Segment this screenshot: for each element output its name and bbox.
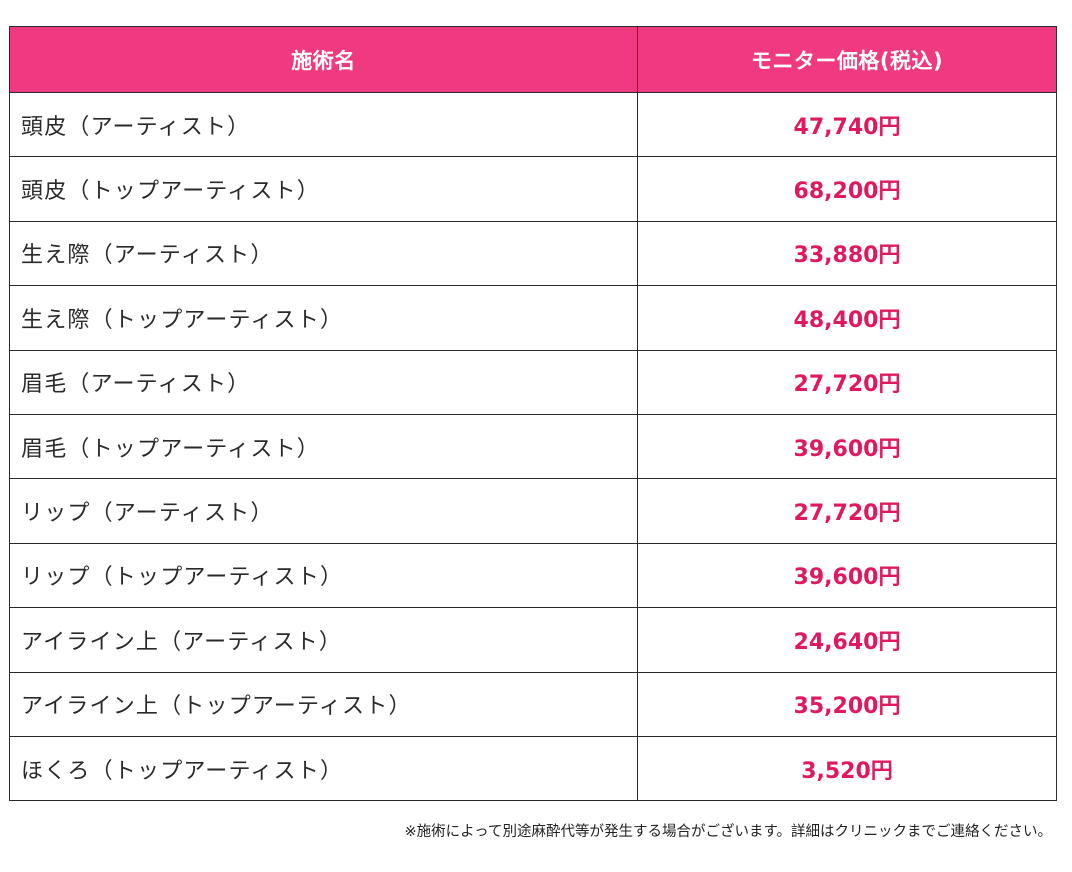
treatment-name: 眉毛（トップアーティスト） [9, 413, 638, 480]
treatment-name: リップ（アーティスト） [9, 478, 638, 544]
treatment-price: 39,600円 [637, 542, 1057, 609]
table-row: 生え際（トップアーティスト） 48,400円 [9, 285, 1057, 351]
treatment-price: 48,400円 [637, 285, 1057, 351]
table-row: 眉毛（トップアーティスト） 39,600円 [9, 413, 1057, 480]
table-row: アイライン上（アーティスト） 24,640円 [9, 607, 1057, 673]
treatment-name: 生え際（アーティスト） [9, 220, 638, 287]
treatment-price: 3,520円 [637, 735, 1057, 802]
treatment-price: 24,640円 [637, 607, 1057, 673]
footnote: ※施術によって別途麻酔代等が発生する場合がございます。詳細はクリニックまでご連絡… [404, 824, 1052, 840]
treatment-price: 33,880円 [637, 220, 1057, 287]
table-row: 生え際（アーティスト） 33,880円 [9, 220, 1057, 287]
treatment-name: ほくろ（トップアーティスト） [9, 735, 638, 802]
treatment-price: 27,720円 [637, 349, 1057, 415]
treatment-name: 頭皮（トップアーティスト） [9, 156, 638, 222]
table-row: リップ（アーティスト） 27,720円 [9, 478, 1057, 544]
treatment-name: 生え際（トップアーティスト） [9, 285, 638, 351]
table-row: 頭皮（トップアーティスト） 68,200円 [9, 156, 1057, 222]
treatment-name: 眉毛（アーティスト） [9, 349, 638, 415]
treatment-name: アイライン上（アーティスト） [9, 607, 638, 673]
treatment-name: リップ（トップアーティスト） [9, 542, 638, 609]
treatment-price: 27,720円 [637, 478, 1057, 544]
treatment-price: 47,740円 [637, 91, 1057, 158]
treatment-price: 68,200円 [637, 156, 1057, 222]
table-row: 眉毛（アーティスト） 27,720円 [9, 349, 1057, 415]
table-row: 頭皮（アーティスト） 47,740円 [9, 91, 1057, 158]
treatment-price: 39,600円 [637, 413, 1057, 480]
treatment-name: 頭皮（アーティスト） [9, 91, 638, 158]
treatment-price: 35,200円 [637, 671, 1057, 737]
table-header-row: 施術名 モニター価格(税込) [9, 26, 1057, 93]
table-row: リップ（トップアーティスト） 39,600円 [9, 542, 1057, 609]
table-row: ほくろ（トップアーティスト） 3,520円 [9, 735, 1057, 802]
treatment-column-header: 施術名 [9, 26, 638, 93]
treatment-name: アイライン上（トップアーティスト） [9, 671, 638, 737]
price-table: 施術名 モニター価格(税込) 頭皮（アーティスト） 47,740円 頭皮（トップ… [9, 26, 1057, 802]
table-row: アイライン上（トップアーティスト） 35,200円 [9, 671, 1057, 737]
price-column-header: モニター価格(税込) [637, 26, 1057, 93]
